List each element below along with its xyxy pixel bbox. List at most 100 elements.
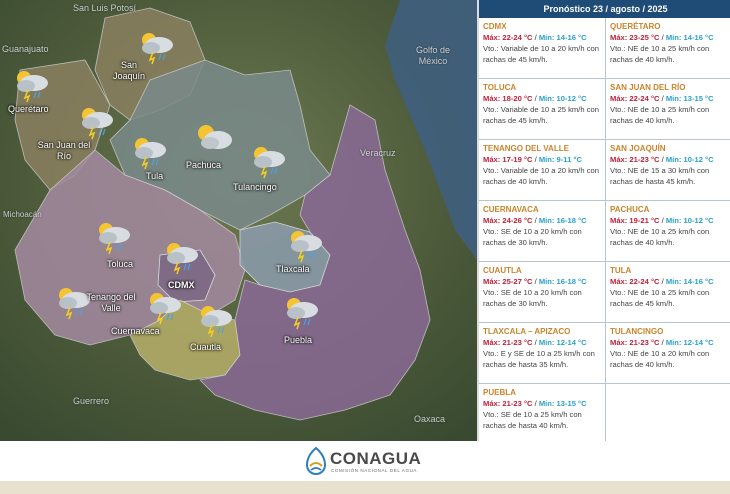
forecast-cell-tula: TULA Máx: 22-24 °C / Min: 14-16 °C Vto.:… — [605, 262, 730, 323]
forecast-cell-cdmx: CDMX Máx: 22-24 °C / Min: 14-16 °C Vto.:… — [479, 18, 605, 79]
forecast-min: Min: 10-12 °C — [665, 155, 714, 164]
forecast-city: TLAXCALA – APIZACO — [483, 327, 571, 336]
forecast-max: Máx: 17-19 °C — [483, 155, 533, 164]
forecast-min: Min: 14-16 °C — [665, 277, 714, 286]
forecast-sep: / — [659, 33, 666, 42]
city-label-tulancingo: Tulancingo — [233, 182, 277, 192]
forecast-city: CDMX — [483, 22, 507, 31]
forecast-city: TULA — [610, 266, 632, 275]
region-label-veracruz: Veracruz — [360, 148, 396, 158]
conagua-logo-icon — [305, 446, 327, 475]
forecast-sep: / — [659, 155, 666, 164]
forecast-wind: Vto.: SE de 10 a 20 km/h con rachas de 3… — [483, 288, 582, 308]
forecast-wind: Vto.: NE de 10 a 25 km/h con rachas de 4… — [610, 288, 710, 308]
forecast-max: Máx: 23-25 °C — [610, 33, 660, 42]
forecast-city: QUERÉTARO — [610, 22, 661, 31]
forecast-cell-tlaxcala: TLAXCALA – APIZACO Máx: 21-23 °C / Min: … — [479, 323, 605, 384]
storm-cloud-icon — [150, 293, 181, 325]
forecast-max: Máx: 22-24 °C — [610, 277, 660, 286]
map-shapes — [0, 0, 477, 441]
forecast-max: Máx: 22-24 °C — [610, 94, 660, 103]
forecast-wind: Vto.: NE de 10 a 25 km/h con rachas de 4… — [610, 227, 710, 247]
forecast-wind: Vto.: SE de 10 a 20 km/h con rachas de 3… — [483, 227, 582, 247]
forecast-city: PACHUCA — [610, 205, 650, 214]
forecast-min: Min: 9-11 °C — [538, 155, 582, 164]
forecast-min: Min: 12-14 °C — [538, 338, 587, 347]
forecast-sep: / — [659, 338, 666, 347]
city-label-tula: Tula — [146, 171, 164, 181]
city-label-san-joaquin: San Joaquín — [112, 60, 146, 81]
region-label-oaxaca: Oaxaca — [414, 414, 446, 424]
forecast-min: Min: 13-15 °C — [665, 94, 714, 103]
forecast-cell-cuernavaca: CUERNAVACA Máx: 24-26 °C / Min: 16-18 °C… — [479, 201, 605, 262]
forecast-cell-san-joaquin: SAN JOAQUÍN Máx: 21-23 °C / Min: 10-12 °… — [605, 140, 730, 201]
forecast-wind: Vto.: NE de 10 a 20 km/h con rachas de 4… — [610, 349, 710, 369]
forecast-cell-tenango-del-valle: TENANGO DEL VALLE Máx: 17-19 °C / Min: 9… — [479, 140, 605, 201]
forecast-panel: Pronóstico 23 / agosto / 2025 CDMX Máx: … — [477, 0, 730, 441]
forecast-sep: / — [659, 216, 666, 225]
region-label-michoacan: Michoacán — [3, 210, 42, 219]
forecast-city: CUAUTLA — [483, 266, 522, 275]
forecast-max: Máx: 25-27 °C — [483, 277, 533, 286]
region-label-gulf: Golfo de México — [415, 45, 451, 66]
gulf-water — [385, 0, 477, 260]
city-label-cdmx: CDMX — [168, 280, 195, 290]
forecast-min: Min: 10-12 °C — [538, 94, 587, 103]
forecast-max: Máx: 21-23 °C — [610, 155, 660, 164]
storm-cloud-icon — [142, 33, 173, 65]
region-puebla — [199, 104, 431, 421]
city-label-queretaro: Querétaro — [8, 104, 49, 114]
forecast-sep: / — [659, 94, 666, 103]
forecast-min: Min: 16-18 °C — [538, 277, 587, 286]
forecast-sep: / — [532, 216, 539, 225]
storm-cloud-icon — [135, 138, 166, 170]
storm-cloud-icon — [254, 147, 285, 179]
forecast-min: Min: 13-15 °C — [538, 399, 587, 408]
storm-cloud-icon — [82, 108, 113, 140]
forecast-min: Min: 14-16 °C — [665, 33, 714, 42]
footer-bar — [0, 481, 730, 494]
forecast-sep: / — [532, 33, 539, 42]
region-label-slp: San Luis Potosí — [73, 3, 137, 13]
forecast-city: CUERNAVACA — [483, 205, 539, 214]
partly-cloudy-icon — [198, 125, 232, 149]
forecast-cell-pachuca: PACHUCA Máx: 19-21 °C / Min: 10-12 °C Vt… — [605, 201, 730, 262]
forecast-cell-tulancingo: TULANCINGO Máx: 21-23 °C / Min: 12-14 °C… — [605, 323, 730, 384]
forecast-max: Máx: 24-26 °C — [483, 216, 533, 225]
panel-title: Pronóstico 23 / agosto / 2025 — [479, 0, 730, 18]
storm-cloud-icon — [17, 71, 48, 103]
logo-text: CONAGUA — [330, 449, 422, 468]
forecast-wind: Vto.: E y SE de 10 a 25 km/h con rachas … — [483, 349, 595, 369]
region-label-guanajuato: Guanajuato — [2, 44, 49, 54]
region-label-guerrero: Guerrero — [73, 396, 110, 406]
forecast-max: Máx: 21-23 °C — [610, 338, 660, 347]
forecast-city: SAN JUAN DEL RÍO — [610, 83, 686, 92]
storm-cloud-icon — [287, 298, 318, 330]
forecast-map: San Luis Potosí Guanajuato Golfo de Méxi… — [0, 0, 477, 441]
forecast-cell-cuautla: CUAUTLA Máx: 25-27 °C / Min: 16-18 °C Vt… — [479, 262, 605, 323]
forecast-wind: Vto.: SE de 10 a 25 km/h con rachas de h… — [483, 410, 582, 430]
forecast-cell-san-juan-del-rio: SAN JUAN DEL RÍO Máx: 22-24 °C / Min: 13… — [605, 79, 730, 140]
forecast-max: Máx: 22-24 °C — [483, 33, 533, 42]
forecast-city: TOLUCA — [483, 83, 517, 92]
storm-cloud-icon — [201, 306, 232, 338]
forecast-sep: / — [532, 399, 539, 408]
forecast-sep: / — [659, 277, 666, 286]
forecast-wind: Vto.: Variable de 10 a 20 km/h con racha… — [483, 44, 599, 64]
forecast-wind: Vto.: NE de 15 a 30 km/h con rachas de h… — [610, 166, 710, 186]
forecast-min: Min: 14-16 °C — [538, 33, 587, 42]
forecast-cell-queretaro: QUERÉTARO Máx: 23-25 °C / Min: 14-16 °C … — [605, 18, 730, 79]
forecast-min: Min: 10-12 °C — [665, 216, 714, 225]
storm-cloud-icon — [59, 288, 90, 320]
forecast-min: Min: 16-18 °C — [538, 216, 587, 225]
forecast-city: SAN JOAQUÍN — [610, 144, 666, 153]
city-label-pachuca: Pachuca — [186, 160, 222, 170]
forecast-city: PUEBLA — [483, 388, 516, 397]
forecast-cell-toluca: TOLUCA Máx: 18-20 °C / Min: 10-12 °C Vto… — [479, 79, 605, 140]
city-label-cuautla: Cuautla — [190, 342, 222, 352]
forecast-cell-puebla: PUEBLA Máx: 21-23 °C / Min: 13-15 °C Vto… — [479, 384, 605, 445]
storm-cloud-icon — [291, 231, 322, 263]
forecast-wind: Vto.: NE de 10 a 25 km/h con rachas de 4… — [610, 105, 710, 125]
logo-subtitle: COMISIÓN NACIONAL DEL AGUA — [331, 468, 418, 473]
storm-cloud-icon — [167, 243, 198, 275]
